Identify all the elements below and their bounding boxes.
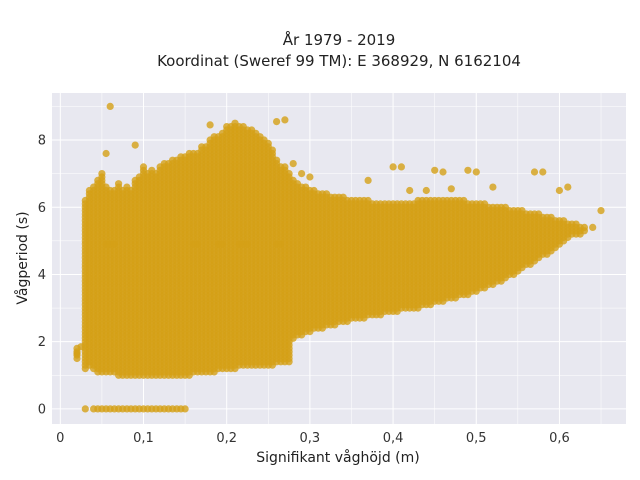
data-point: [273, 156, 281, 164]
data-point: [139, 163, 148, 171]
data-point: [268, 146, 276, 154]
data-point: [281, 163, 289, 171]
data-point: [98, 170, 106, 178]
data-point: [115, 180, 123, 188]
data-point: [285, 170, 293, 178]
chart-title: År 1979 - 2019: [283, 30, 396, 49]
chart-subtitle: Koordinat (Sweref 99 TM): E 368929, N 61…: [157, 52, 521, 70]
data-points: [73, 102, 605, 413]
data-point: [264, 139, 272, 147]
